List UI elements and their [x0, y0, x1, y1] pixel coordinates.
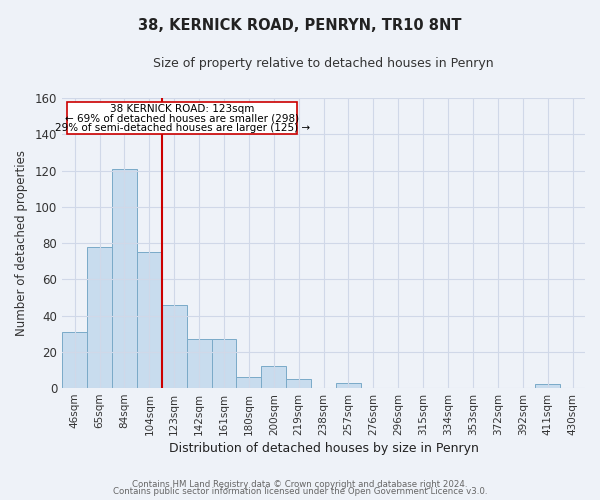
Bar — [212, 339, 236, 388]
X-axis label: Distribution of detached houses by size in Penryn: Distribution of detached houses by size … — [169, 442, 479, 455]
Text: Contains public sector information licensed under the Open Government Licence v3: Contains public sector information licen… — [113, 488, 487, 496]
Text: 38 KERNICK ROAD: 123sqm: 38 KERNICK ROAD: 123sqm — [110, 104, 254, 115]
Bar — [236, 377, 262, 388]
Bar — [187, 339, 212, 388]
Bar — [112, 168, 137, 388]
Bar — [87, 246, 112, 388]
Bar — [286, 379, 311, 388]
Bar — [62, 332, 87, 388]
Title: Size of property relative to detached houses in Penryn: Size of property relative to detached ho… — [153, 58, 494, 70]
Bar — [262, 366, 286, 388]
Bar — [162, 304, 187, 388]
FancyBboxPatch shape — [67, 102, 298, 134]
Bar — [535, 384, 560, 388]
Bar — [336, 382, 361, 388]
Text: 29% of semi-detached houses are larger (125) →: 29% of semi-detached houses are larger (… — [55, 123, 310, 133]
Text: Contains HM Land Registry data © Crown copyright and database right 2024.: Contains HM Land Registry data © Crown c… — [132, 480, 468, 489]
Y-axis label: Number of detached properties: Number of detached properties — [15, 150, 28, 336]
Bar — [137, 252, 162, 388]
Text: 38, KERNICK ROAD, PENRYN, TR10 8NT: 38, KERNICK ROAD, PENRYN, TR10 8NT — [138, 18, 462, 32]
Text: ← 69% of detached houses are smaller (298): ← 69% of detached houses are smaller (29… — [65, 114, 299, 124]
